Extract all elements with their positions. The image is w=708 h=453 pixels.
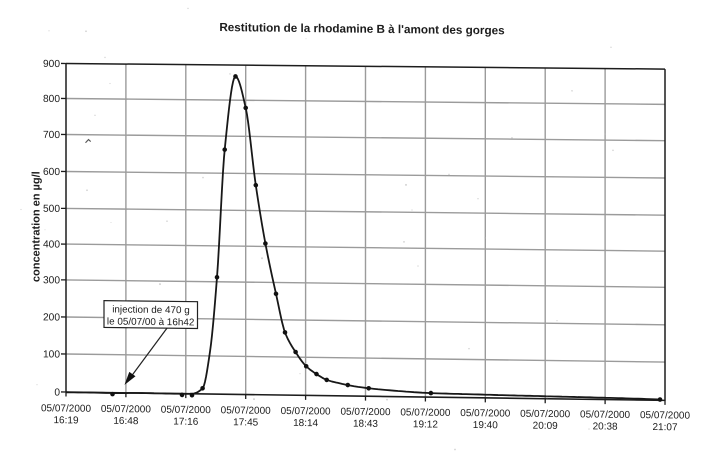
svg-text:Restitution de la rhodamine B: Restitution de la rhodamine B à l'amont … bbox=[219, 21, 505, 37]
svg-text:19:12: 19:12 bbox=[413, 419, 438, 430]
svg-text:200: 200 bbox=[43, 312, 60, 323]
svg-text:500: 500 bbox=[43, 204, 60, 215]
svg-text:20:38: 20:38 bbox=[593, 421, 618, 432]
svg-text:05/07/2000: 05/07/2000 bbox=[640, 410, 690, 422]
svg-text:100: 100 bbox=[43, 349, 60, 360]
svg-text:05/07/2000: 05/07/2000 bbox=[161, 405, 211, 417]
svg-text:700: 700 bbox=[43, 130, 60, 141]
svg-text:17:16: 17:16 bbox=[173, 417, 198, 428]
svg-text:17:45: 17:45 bbox=[233, 417, 258, 428]
svg-text:18:14: 18:14 bbox=[293, 418, 318, 429]
svg-text:05/07/2000: 05/07/2000 bbox=[221, 405, 271, 417]
svg-text:19:40: 19:40 bbox=[473, 420, 498, 431]
svg-text:18:43: 18:43 bbox=[353, 419, 378, 430]
svg-text:05/07/2000: 05/07/2000 bbox=[520, 409, 570, 421]
svg-text:900: 900 bbox=[43, 59, 60, 70]
svg-text:0: 0 bbox=[54, 387, 60, 398]
svg-text:400: 400 bbox=[43, 239, 60, 250]
svg-text:le 05/07/00 à 16h42: le 05/07/00 à 16h42 bbox=[107, 316, 194, 328]
svg-text:16:19: 16:19 bbox=[53, 415, 78, 426]
svg-text:05/07/2000: 05/07/2000 bbox=[460, 408, 510, 420]
svg-text:05/07/2000: 05/07/2000 bbox=[400, 407, 450, 419]
svg-text:600: 600 bbox=[43, 167, 60, 178]
svg-text:05/07/2000: 05/07/2000 bbox=[41, 403, 91, 415]
svg-text:20:09: 20:09 bbox=[533, 421, 558, 432]
svg-text:300: 300 bbox=[43, 275, 60, 286]
svg-text:05/07/2000: 05/07/2000 bbox=[101, 404, 151, 416]
svg-text:05/07/2000: 05/07/2000 bbox=[281, 406, 331, 418]
svg-text:05/07/2000: 05/07/2000 bbox=[580, 409, 630, 421]
svg-text:05/07/2000: 05/07/2000 bbox=[340, 407, 390, 419]
svg-text:concentration en µg/l: concentration en µg/l bbox=[31, 171, 43, 282]
svg-text:21:07: 21:07 bbox=[652, 422, 677, 433]
svg-text:injection de 470 g: injection de 470 g bbox=[112, 304, 190, 316]
svg-text:16:48: 16:48 bbox=[113, 416, 138, 427]
svg-text:800: 800 bbox=[43, 94, 60, 105]
